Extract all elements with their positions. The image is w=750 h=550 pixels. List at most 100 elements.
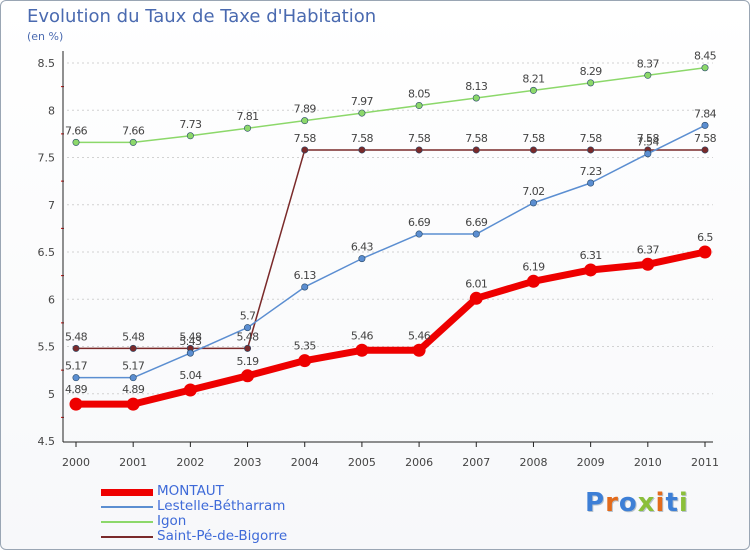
series-line-lestelle-betharram [76,124,706,379]
data-label: 7.58 [580,132,603,145]
data-label: 5.48 [122,330,145,343]
data-point [529,199,537,207]
data-label: 7.58 [351,132,374,145]
legend-swatch [101,506,153,508]
data-point [415,146,423,154]
data-point [72,344,80,352]
data-label: 7.58 [694,132,717,145]
y-tick-label: 7 [48,199,55,212]
data-point [129,138,137,146]
data-point [472,230,480,238]
data-label: 6.69 [408,216,431,229]
series-layer [69,64,712,411]
legend-item: Igon [101,513,361,530]
data-point [186,349,194,357]
legend-label: MONTAUT [157,483,224,499]
data-label: 5.19 [236,355,259,368]
data-label: 7.66 [122,124,145,137]
data-point [358,109,366,117]
chart-subtitle: (en %) [27,30,64,43]
x-tick-label: 2002 [176,456,204,469]
legend: MONTAUT Lestelle-Bétharram Igon Saint-Pé-de… [101,483,361,545]
data-label: 6.69 [465,216,488,229]
x-tick-label: 2008 [519,456,547,469]
legend-item: MONTAUT [101,483,361,500]
data-label: 8.37 [637,57,660,70]
y-tick-label: 4.5 [38,435,56,448]
data-label: 5.48 [179,330,202,343]
data-label: 5.04 [179,369,202,382]
data-label: 6.19 [522,260,545,273]
data-label: 7.89 [294,103,317,116]
chart-title: Evolution du Taux de Taxe d'Habitation [27,6,377,27]
data-point [469,291,483,305]
series-line-igon [76,66,706,144]
y-tick-label: 7.5 [38,152,56,165]
data-label: 7.54 [637,136,660,149]
data-point [129,374,137,382]
data-point [641,257,655,271]
data-point [644,150,652,158]
data-label: 7.58 [294,132,317,145]
data-point [587,179,595,187]
data-point [186,132,194,140]
data-labels-layer: 5.48 5.48 5.48 5.48 7.58 7.58 7.58 7.58 7.58 7.58… [65,50,717,396]
data-point [298,354,312,368]
data-label: 8.21 [522,72,544,85]
legend-label: Saint-Pé-de-Bigorre [157,528,288,544]
legend-label: Lestelle-Bétharram [157,498,286,514]
data-point [72,138,80,146]
legend-item: Saint-Pé-de-Bigorre [101,528,361,545]
data-label: 5.7 [240,310,256,323]
legend-swatch [101,488,153,496]
data-label: 7.02 [522,185,544,198]
data-point [529,86,537,94]
data-point [301,283,309,291]
legend-label: Igon [157,513,187,529]
data-point [472,94,480,102]
data-point [241,369,255,383]
data-point [244,344,252,352]
data-point [701,121,709,129]
data-label: 6.43 [351,241,374,254]
data-label: 6.37 [637,243,660,256]
data-label: 5.46 [408,329,431,342]
x-tick-label: 2003 [234,456,262,469]
data-label: 6.31 [580,249,602,262]
x-tick-label: 2011 [691,456,719,469]
data-point [301,146,309,154]
data-point [587,79,595,87]
data-label: 7.58 [465,132,488,145]
data-point [472,146,480,154]
y-tick-label: 8 [48,104,55,117]
data-label: 8.29 [580,65,603,78]
data-label: 5.46 [351,329,374,342]
data-label: 7.23 [580,165,603,178]
data-point [701,64,709,72]
data-label: 7.58 [522,132,545,145]
x-tick-label: 2004 [291,456,319,469]
data-label: 6.5 [697,231,713,244]
x-tick-label: 2007 [462,456,490,469]
data-label: 7.84 [694,107,717,120]
data-label: 7.81 [236,110,258,123]
y-tick-label: 6.5 [38,246,56,259]
data-point [183,383,197,397]
data-point [72,374,80,382]
data-label: 8.13 [465,80,488,93]
data-point [355,343,369,357]
data-point [358,146,366,154]
x-tick-label: 2006 [405,456,433,469]
data-label: 4.89 [122,383,145,396]
y-tick-label: 6 [48,293,55,306]
x-tick-label: 2005 [348,456,376,469]
data-point [644,71,652,79]
grid-lines [67,62,713,395]
data-point [301,117,309,125]
data-point [412,343,426,357]
legend-swatch [101,521,153,523]
data-point [587,146,595,154]
data-label: 7.66 [65,124,88,137]
